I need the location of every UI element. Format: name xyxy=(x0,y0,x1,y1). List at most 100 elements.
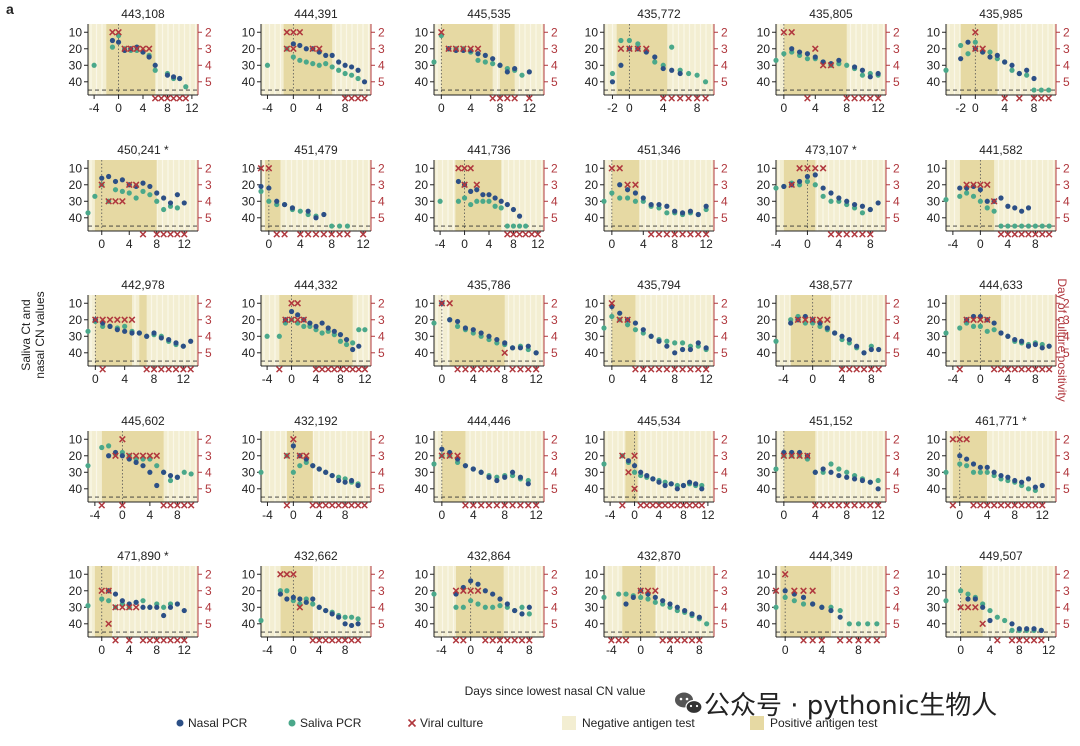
nasal-point xyxy=(475,581,481,587)
culture-stroke xyxy=(843,501,851,509)
nasal-point xyxy=(788,320,794,326)
culture-mark xyxy=(98,587,106,595)
saliva-point xyxy=(126,190,132,196)
culture-stroke xyxy=(659,94,667,102)
culture-stroke xyxy=(816,316,824,324)
saliva-point xyxy=(1024,72,1030,78)
culture-mark xyxy=(460,587,467,595)
culture-stroke xyxy=(296,452,304,460)
culture-stroke xyxy=(791,587,798,595)
saliva-point xyxy=(297,57,303,63)
culture-stroke xyxy=(105,197,112,205)
culture-mark xyxy=(294,299,301,307)
culture-mark xyxy=(489,94,496,102)
y-right-tick-label: 2 xyxy=(721,432,728,446)
culture-mark xyxy=(661,501,669,509)
culture-stroke xyxy=(532,501,540,509)
culture-stroke xyxy=(324,365,332,373)
nasal-point xyxy=(984,464,990,470)
culture-stroke xyxy=(643,501,651,509)
positive-legend-box xyxy=(750,716,764,730)
saliva-point xyxy=(461,195,468,201)
culture-mark xyxy=(780,452,788,460)
y-right-tick-label: 4 xyxy=(378,600,385,614)
panel-title: 471,890 * xyxy=(117,549,169,563)
saliva-point xyxy=(348,614,355,620)
culture-mark xyxy=(454,365,461,373)
culture-stroke xyxy=(608,164,616,172)
culture-stroke xyxy=(827,501,835,509)
nasal-point xyxy=(964,456,970,462)
culture-stroke xyxy=(109,28,116,36)
positive-antigen-band xyxy=(783,431,816,502)
culture-stroke xyxy=(300,316,308,324)
culture-mark xyxy=(318,365,326,373)
culture-stroke xyxy=(608,299,616,307)
culture-mark xyxy=(1001,94,1008,102)
culture-mark xyxy=(864,636,871,644)
culture-mark xyxy=(534,230,542,238)
nasal-point xyxy=(652,54,658,60)
nasal-point xyxy=(303,599,309,605)
saliva-point xyxy=(475,601,481,607)
culture-mark xyxy=(172,365,180,373)
y-tick-label: 20 xyxy=(415,584,429,598)
culture-mark xyxy=(496,94,504,102)
culture-mark xyxy=(146,452,154,460)
nasal-point xyxy=(297,42,303,49)
culture-mark xyxy=(819,501,827,509)
saliva-point xyxy=(626,37,632,44)
culture-mark xyxy=(874,94,882,102)
y-right-tick-label: 3 xyxy=(378,584,385,598)
nasal-point xyxy=(323,607,329,614)
nasal-point xyxy=(652,594,658,600)
culture-stroke xyxy=(336,230,343,238)
culture-stroke xyxy=(460,636,467,644)
culture-stroke xyxy=(639,365,647,373)
culture-stroke xyxy=(125,603,133,611)
culture-mark xyxy=(511,94,518,102)
saliva-point xyxy=(92,193,98,199)
x-tick-label: 8 xyxy=(671,372,678,386)
nasal-point xyxy=(1024,67,1030,73)
saliva-point xyxy=(652,59,658,65)
nasal-point xyxy=(828,469,834,475)
saliva-point xyxy=(152,67,158,73)
saliva-point xyxy=(632,198,639,204)
nasal-point xyxy=(486,474,492,480)
y-right-tick-label: 3 xyxy=(551,584,558,598)
nasal-point xyxy=(812,54,818,60)
nasal-point xyxy=(144,333,150,339)
culture-mark xyxy=(328,230,336,238)
nasal-point xyxy=(109,37,116,44)
positive-antigen-band xyxy=(622,566,656,637)
culture-stroke xyxy=(145,45,153,53)
negative-antigen-band xyxy=(604,566,714,637)
y-tick-label: 30 xyxy=(69,194,83,208)
culture-stroke xyxy=(146,636,154,644)
culture-mark xyxy=(647,230,655,238)
nasal-point xyxy=(648,333,654,339)
saliva-point xyxy=(310,61,316,67)
culture-mark xyxy=(1016,636,1023,644)
saliva-point xyxy=(1009,67,1015,73)
nasal-point xyxy=(854,343,860,349)
culture-mark xyxy=(296,452,304,460)
culture-stroke xyxy=(288,316,295,324)
nasal-point xyxy=(510,206,517,213)
culture-stroke xyxy=(331,365,338,373)
culture-stroke xyxy=(485,365,493,373)
nasal-point xyxy=(987,617,993,624)
culture-mark xyxy=(970,501,977,509)
y-tick-label: 20 xyxy=(757,313,771,327)
culture-mark xyxy=(127,45,135,53)
saliva-point xyxy=(454,323,461,329)
saliva-point xyxy=(943,197,949,203)
culture-stroke xyxy=(680,501,687,509)
culture-stroke xyxy=(702,94,709,102)
culture-stroke xyxy=(702,230,710,238)
x-tick-label: 4 xyxy=(640,372,647,386)
nasal-point xyxy=(316,466,322,472)
y-right-tick-label: 3 xyxy=(205,449,212,463)
